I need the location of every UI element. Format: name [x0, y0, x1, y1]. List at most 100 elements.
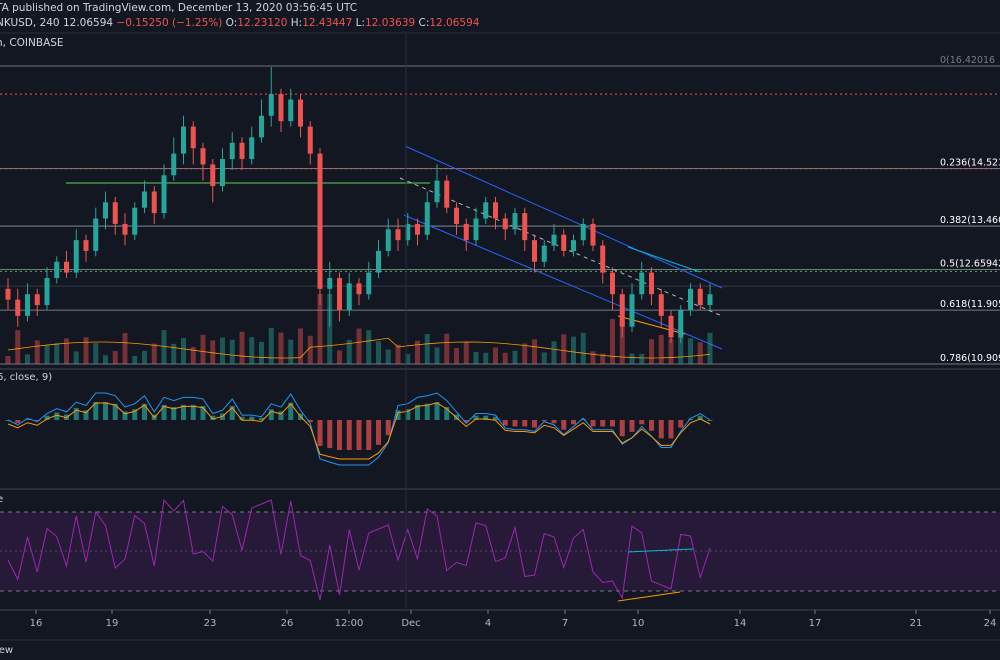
volume-bar-49: [483, 352, 489, 364]
volume-bar-24: [239, 331, 245, 364]
volume-bar-58: [571, 336, 576, 364]
macd-hist-38: [376, 420, 381, 445]
volume-bar-31: [307, 335, 313, 364]
candle-body-42: [415, 223, 420, 235]
macd-hist-66: [649, 420, 654, 431]
fib-label-2: 0.382(13.46087: [940, 215, 1000, 226]
macd-hist-54: [532, 420, 537, 428]
candle-body-20: [200, 148, 206, 165]
macd-hist-13: [132, 409, 138, 420]
rsi-label[interactable]: e: [0, 494, 4, 505]
macd-hist-51: [502, 420, 508, 426]
rsi-divergence-upper: [627, 548, 694, 553]
volume-bar-4: [44, 345, 50, 364]
macd-hist-60: [590, 420, 596, 427]
candle-body-50: [493, 202, 498, 219]
candle-body-54: [532, 240, 537, 262]
x-tick-label-9: 14: [734, 618, 747, 629]
volume-bar-40: [395, 344, 401, 364]
candle-body-67: [658, 294, 664, 316]
candle-body-63: [619, 294, 625, 327]
chart-header: TA published on TradingView.com, Decembe…: [0, 0, 1000, 34]
candle-body-46: [454, 207, 459, 224]
candle-body-49: [483, 202, 489, 219]
candle-body-52: [512, 213, 518, 230]
candle-body-48: [473, 218, 479, 241]
x-tick-label-2: 23: [204, 618, 217, 629]
candle-body-62: [610, 272, 615, 295]
candle-body-64: [629, 294, 635, 327]
macd-hist-72: [707, 420, 713, 421]
macd-hist-67: [658, 420, 664, 439]
volume-bar-32: [317, 294, 323, 364]
volume-bar-54: [532, 339, 537, 364]
volume-bar-6: [64, 338, 69, 364]
macd-hist-68: [668, 420, 674, 439]
macd-hist-57: [561, 420, 567, 430]
macd-hist-34: [337, 420, 342, 450]
volume-bar-67: [658, 334, 664, 364]
volume-bar-38: [376, 341, 381, 364]
volume-bar-68: [668, 338, 674, 364]
volume-bar-50: [493, 347, 498, 364]
macd-hist-42: [415, 404, 420, 420]
macd-hist-69: [678, 420, 684, 428]
macd-hist-20: [200, 405, 206, 420]
footer-text: iew: [0, 645, 14, 656]
macd-hist-43: [424, 403, 430, 420]
volume-bar-3: [34, 340, 40, 364]
volume-bar-59: [580, 332, 586, 364]
macd-label[interactable]: 6, close, 9): [0, 372, 53, 383]
candle-body-39: [385, 229, 391, 251]
volume-bar-37: [366, 330, 372, 364]
macd-hist-40: [395, 410, 401, 420]
last-price: 12.06594: [62, 17, 114, 29]
volume-bar-52: [512, 350, 518, 364]
macd-hist-62: [610, 420, 615, 427]
candle-body-60: [590, 223, 596, 246]
fib-label-4: 0.618(11.90568: [940, 299, 1000, 310]
candle-body-19: [190, 126, 196, 149]
volume-bar-20: [200, 334, 206, 364]
volume-bar-39: [385, 349, 391, 364]
macd-hist-61: [600, 420, 606, 427]
publisher-line: TA published on TradingView.com, Decembe…: [0, 2, 358, 14]
volume-bar-27: [268, 328, 274, 364]
macd-hist-63: [619, 420, 625, 437]
volume-bar-15: [151, 343, 157, 364]
macd-hist-44: [434, 402, 440, 420]
macd-hist-52: [512, 420, 518, 427]
volume-bar-53: [522, 343, 528, 364]
candle-body-65: [639, 272, 645, 295]
macd-hist-47: [463, 420, 469, 423]
fib-label-0: 0(16.42016: [940, 55, 995, 66]
macd-line: [7, 392, 711, 466]
x-tick-label-6: 4: [485, 618, 491, 629]
signal-line: [7, 402, 711, 460]
volume-bar-72: [707, 332, 713, 364]
macd-hist-53: [522, 420, 528, 427]
candle-body-23: [229, 142, 235, 160]
candle-body-18: [181, 126, 186, 154]
macd-hist-3: [34, 420, 40, 422]
candle-body-12: [122, 223, 128, 235]
high-label: H:: [290, 17, 303, 29]
candle-body-27: [268, 94, 274, 116]
macd-hist-70: [688, 418, 693, 420]
candle-body-22: [220, 159, 225, 187]
x-tick-label-7: 7: [562, 618, 568, 629]
volume-bar-63: [619, 319, 625, 364]
volume-bar-41: [405, 354, 411, 364]
volume-bar-45: [444, 333, 450, 364]
volume-bar-35: [346, 339, 352, 364]
candle-body-14: [142, 191, 147, 208]
volume-bar-22: [220, 337, 225, 364]
x-tick-label-12: 24: [984, 618, 997, 629]
macd-hist-55: [541, 420, 547, 422]
candle-body-71: [697, 288, 703, 306]
macd-hist-39: [385, 420, 391, 436]
macd-hist-32: [317, 420, 323, 446]
symbol-label[interactable]: NKUSD, 240: [0, 17, 60, 29]
candle-body-31: [307, 126, 313, 154]
